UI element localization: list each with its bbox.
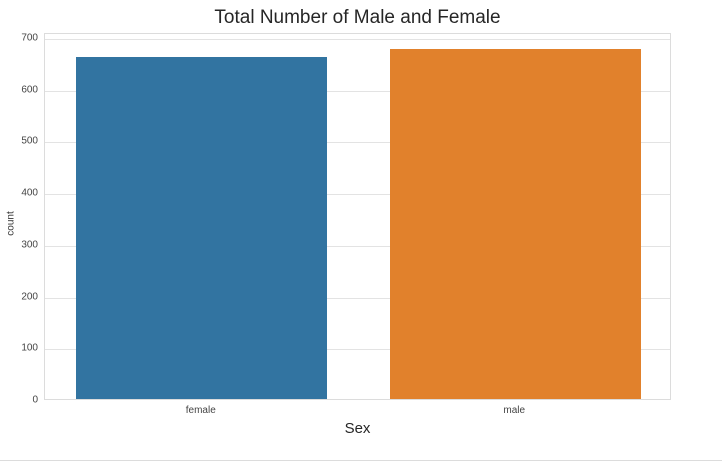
y-axis-label: count bbox=[5, 211, 17, 236]
y-tick-label: 700 bbox=[21, 32, 38, 44]
plot-area bbox=[44, 33, 671, 400]
bar-female bbox=[76, 56, 328, 399]
chart-title: Total Number of Male and Female bbox=[214, 7, 501, 28]
y-tick-label: 300 bbox=[21, 239, 38, 251]
y-tick-label: 200 bbox=[21, 291, 38, 303]
gridline bbox=[45, 90, 670, 92]
gridline bbox=[45, 142, 670, 144]
x-tick-label: male bbox=[503, 405, 526, 416]
x-tick-label: female bbox=[185, 405, 216, 416]
gridline bbox=[45, 245, 670, 247]
bar-male bbox=[389, 49, 641, 399]
gridline bbox=[45, 194, 670, 196]
gridline bbox=[45, 39, 670, 40]
x-axis-label: Sex bbox=[344, 420, 371, 437]
output-separator bbox=[0, 460, 722, 461]
y-tick-label: 500 bbox=[21, 135, 38, 147]
y-tick-label: 400 bbox=[21, 187, 38, 199]
y-tick-label: 0 bbox=[32, 394, 38, 406]
y-tick-label: 600 bbox=[21, 84, 38, 96]
y-tick-label: 100 bbox=[21, 342, 38, 354]
gridline bbox=[45, 349, 670, 351]
gridline bbox=[45, 297, 670, 299]
